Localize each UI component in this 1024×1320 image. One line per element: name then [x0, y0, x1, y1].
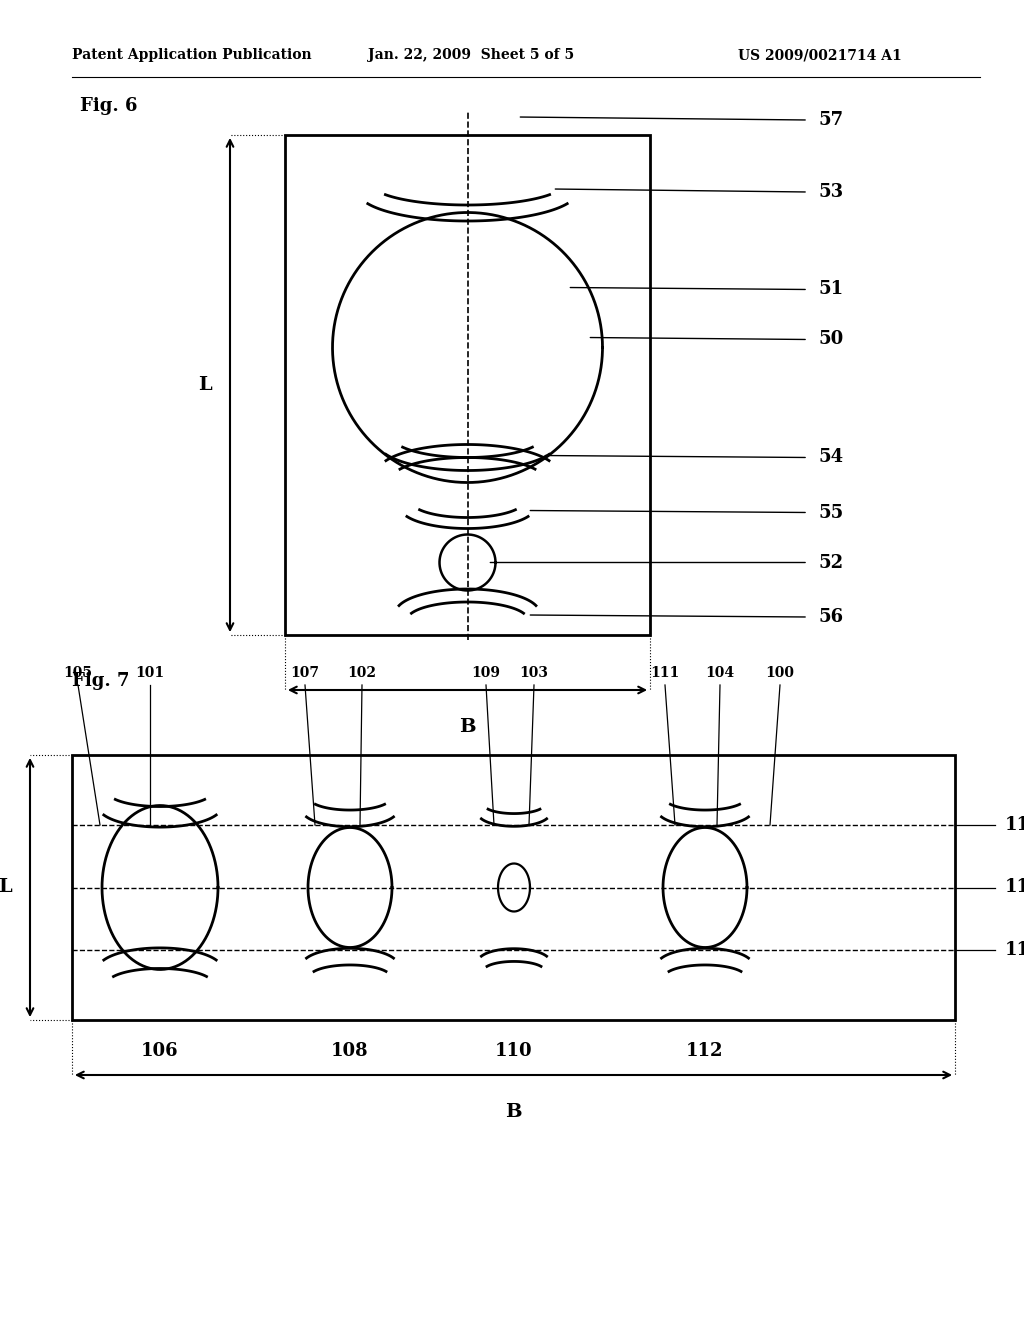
- Text: 55: 55: [818, 503, 843, 521]
- Text: 102: 102: [347, 667, 377, 680]
- Text: 115: 115: [1005, 941, 1024, 960]
- Text: 100: 100: [766, 667, 795, 680]
- Text: Fig. 7: Fig. 7: [72, 672, 129, 690]
- Bar: [285, 135, 650, 635]
- Text: 108: 108: [331, 1041, 369, 1060]
- Text: Jan. 22, 2009  Sheet 5 of 5: Jan. 22, 2009 Sheet 5 of 5: [368, 48, 574, 62]
- Text: 51: 51: [818, 281, 843, 298]
- Text: 56: 56: [818, 609, 843, 626]
- Text: US 2009/0021714 A1: US 2009/0021714 A1: [738, 48, 902, 62]
- Text: 57: 57: [818, 111, 843, 129]
- Text: 114: 114: [1005, 879, 1024, 896]
- Text: Patent Application Publication: Patent Application Publication: [72, 48, 311, 62]
- Text: 109: 109: [471, 667, 501, 680]
- Text: 110: 110: [496, 1041, 532, 1060]
- Text: 105: 105: [63, 667, 92, 680]
- Text: B: B: [459, 718, 476, 737]
- Text: 52: 52: [818, 553, 843, 572]
- Text: 104: 104: [706, 667, 734, 680]
- Text: 54: 54: [818, 449, 843, 466]
- Text: 113: 113: [1005, 816, 1024, 834]
- Text: 107: 107: [291, 667, 319, 680]
- Text: L: L: [0, 879, 12, 896]
- Text: 101: 101: [135, 667, 165, 680]
- Text: 106: 106: [141, 1041, 179, 1060]
- Text: 112: 112: [686, 1041, 724, 1060]
- Text: 103: 103: [519, 667, 549, 680]
- Text: L: L: [199, 376, 212, 393]
- Bar: [72, 755, 955, 1020]
- Text: 53: 53: [818, 183, 843, 201]
- Text: 50: 50: [818, 330, 843, 348]
- Text: Fig. 6: Fig. 6: [80, 96, 137, 115]
- Text: B: B: [505, 1104, 522, 1121]
- Text: 111: 111: [650, 667, 680, 680]
